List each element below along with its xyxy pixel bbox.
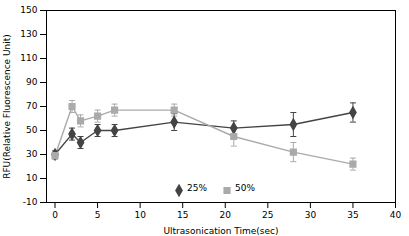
svg-text:110: 110 xyxy=(20,53,37,63)
svg-text:20: 20 xyxy=(220,210,232,220)
svg-text:Ultrasonication Time(sec): Ultrasonication Time(sec) xyxy=(163,226,278,236)
svg-text:150: 150 xyxy=(20,5,37,15)
svg-text:10: 10 xyxy=(26,173,38,183)
svg-text:30: 30 xyxy=(26,149,38,159)
svg-text:40: 40 xyxy=(390,210,402,220)
svg-text:130: 130 xyxy=(20,29,37,39)
svg-text:10: 10 xyxy=(134,210,146,220)
svg-text:25: 25 xyxy=(262,210,273,220)
svg-text:30: 30 xyxy=(305,210,317,220)
svg-text:50%: 50% xyxy=(235,183,255,193)
svg-text:-10: -10 xyxy=(23,197,38,207)
svg-text:90: 90 xyxy=(26,77,38,87)
svg-text:5: 5 xyxy=(95,210,101,220)
svg-text:25%: 25% xyxy=(187,183,207,193)
svg-text:50: 50 xyxy=(26,125,38,135)
svg-text:RFU(Relative Fluorescence Unit: RFU(Relative Fluorescence Unit) xyxy=(2,34,12,179)
svg-text:70: 70 xyxy=(26,101,38,111)
svg-text:35: 35 xyxy=(347,210,358,220)
svg-text:15: 15 xyxy=(177,210,188,220)
svg-text:0: 0 xyxy=(52,210,58,220)
